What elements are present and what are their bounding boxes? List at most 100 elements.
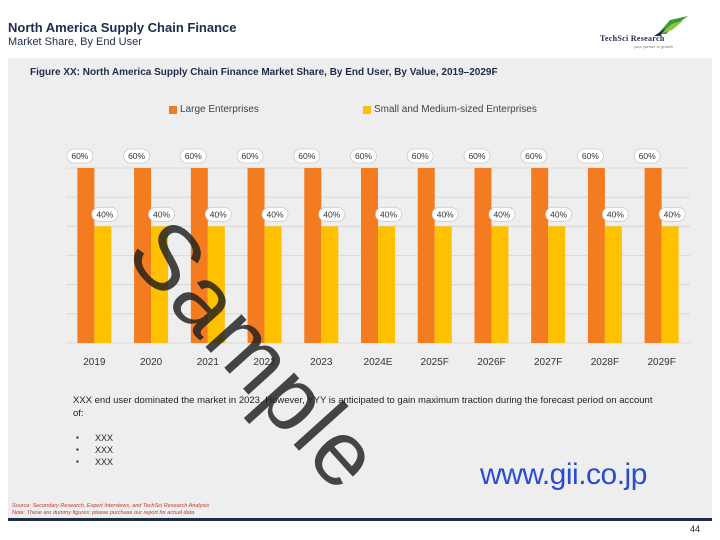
page-title: North America Supply Chain Finance	[8, 20, 237, 35]
x-tick-label: 2026F	[477, 357, 505, 368]
data-label: 40%	[210, 209, 227, 219]
source-note: Source: Secondary Research, Expert Inter…	[12, 503, 210, 509]
data-label-bubble	[545, 206, 573, 222]
chart-legend: Large Enterprises Small and Medium-sized…	[8, 104, 712, 120]
x-tick-label: 2029F	[647, 357, 675, 368]
company-logo: TechSci Research your partner in growth	[600, 14, 696, 52]
data-label-bubble	[66, 148, 94, 164]
dummy-data-note: Note: These are dummy figures; please pu…	[12, 510, 195, 516]
data-label: 40%	[437, 209, 454, 219]
data-label-bubble	[148, 206, 175, 222]
bar-small-medium-enterprises	[548, 226, 566, 343]
legend-label-large: Large Enterprises	[180, 104, 259, 115]
data-label-bubble	[520, 148, 548, 164]
x-tick-label: 2025F	[421, 357, 449, 368]
data-label: 40%	[664, 209, 681, 219]
data-label-bubble	[463, 148, 491, 164]
bar-large-enterprises	[77, 168, 95, 343]
data-label: 60%	[355, 151, 372, 161]
data-label: 40%	[550, 209, 567, 219]
bullet-item: XXX	[73, 432, 113, 444]
x-tick-label: 2027F	[534, 357, 562, 368]
bar-large-enterprises	[417, 168, 435, 343]
data-label: 40%	[153, 209, 170, 219]
data-label-bubble	[488, 206, 516, 222]
bar-small-medium-enterprises	[264, 226, 282, 343]
page-header: North America Supply Chain Finance Marke…	[0, 0, 720, 56]
bar-large-enterprises	[247, 168, 265, 343]
x-tick-label: 2023	[310, 357, 333, 368]
data-label: 40%	[607, 209, 624, 219]
data-label-bubble	[658, 206, 686, 222]
x-tick-label: 2019	[83, 357, 106, 368]
data-label-bubble	[375, 206, 402, 222]
bar-small-medium-enterprises	[434, 226, 452, 343]
page-subtitle: Market Share, By End User	[8, 36, 142, 48]
legend-swatch-large	[169, 105, 177, 114]
data-label: 60%	[525, 151, 542, 161]
data-label: 60%	[412, 151, 429, 161]
bullet-list: XXX XXX XXX	[73, 432, 113, 468]
legend-label-small: Small and Medium-sized Enterprises	[374, 104, 537, 115]
data-label-bubble	[179, 148, 207, 164]
bar-small-medium-enterprises	[661, 226, 679, 343]
bar-large-enterprises	[474, 168, 492, 343]
bar-large-enterprises	[304, 168, 322, 343]
logo-emblem-icon	[654, 16, 688, 36]
data-label-bubble	[261, 206, 289, 222]
logo-tagline: your partner in growth	[634, 44, 673, 49]
bar-chart: 60% 40% 2019 60% 40% 2020 60% 40% 2021 60% 40% 2022…	[66, 148, 690, 368]
legend-item-small: Small and Medium-sized Enterprises	[363, 104, 537, 115]
data-label-bubble	[602, 206, 629, 222]
page-number: 44	[690, 524, 701, 534]
x-tick-label: 2021	[197, 357, 220, 368]
gii-website-link[interactable]: www.gii.co.jp	[480, 458, 647, 491]
data-label: 60%	[128, 151, 145, 161]
data-label-bubble	[91, 206, 119, 222]
x-tick-label: 2028F	[591, 357, 619, 368]
data-label-bubble	[236, 148, 264, 164]
data-label: 40%	[96, 209, 113, 219]
bar-small-medium-enterprises	[151, 226, 169, 343]
data-label-bubble	[577, 148, 604, 164]
bar-small-medium-enterprises	[378, 226, 395, 343]
data-label: 60%	[185, 151, 202, 161]
data-label-bubble	[406, 148, 434, 164]
bar-large-enterprises	[190, 168, 208, 343]
data-label: 60%	[582, 151, 599, 161]
analysis-paragraph: XXX end user dominated the market in 202…	[73, 395, 653, 419]
data-label-bubble	[204, 206, 232, 222]
bar-large-enterprises	[134, 168, 152, 343]
x-tick-label: 2022	[253, 357, 276, 368]
figure-panel: Figure XX: North America Supply Chain Fi…	[8, 58, 712, 518]
bar-small-medium-enterprises	[207, 226, 225, 343]
x-tick-label: 2024E	[364, 357, 393, 368]
data-label-bubble	[318, 206, 346, 222]
bar-large-enterprises	[531, 168, 549, 343]
data-label: 40%	[493, 209, 510, 219]
data-label: 40%	[267, 209, 284, 219]
figure-title: Figure XX: North America Supply Chain Fi…	[30, 67, 498, 78]
bar-small-medium-enterprises	[94, 226, 112, 343]
data-label-bubble	[633, 148, 661, 164]
bullet-item: XXX	[73, 456, 113, 468]
bar-small-medium-enterprises	[321, 226, 339, 343]
bullet-item: XXX	[73, 444, 113, 456]
data-label-bubble	[293, 148, 321, 164]
x-tick-label: 2020	[140, 357, 163, 368]
data-label: 60%	[639, 151, 656, 161]
bar-small-medium-enterprises	[491, 226, 509, 343]
bar-large-enterprises	[644, 168, 662, 343]
bar-small-medium-enterprises	[604, 226, 622, 343]
bar-large-enterprises	[587, 168, 605, 343]
logo-wordmark: TechSci Research	[600, 34, 665, 43]
data-label-bubble	[431, 206, 459, 222]
bar-large-enterprises	[361, 168, 378, 343]
data-label: 60%	[242, 151, 259, 161]
data-label-bubble	[350, 148, 377, 164]
data-label-bubble	[123, 148, 150, 164]
legend-swatch-small	[363, 105, 371, 114]
data-label: 60%	[298, 151, 315, 161]
legend-item-large: Large Enterprises	[169, 104, 259, 115]
data-label: 40%	[323, 209, 340, 219]
